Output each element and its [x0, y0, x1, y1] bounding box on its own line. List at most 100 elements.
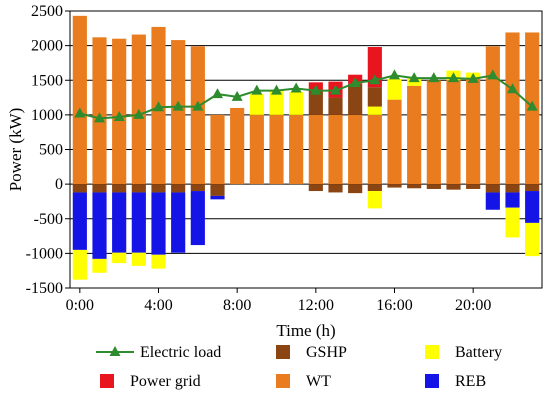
legend: Electric load GSHP Battery Power grid WT REB — [96, 344, 502, 390]
bar-battery_neg — [72, 249, 87, 280]
bar-gshp_neg — [485, 184, 500, 193]
legend-item-gshp: GSHP — [276, 344, 347, 361]
bar-gshp_neg — [328, 184, 343, 193]
bar-gshp_neg — [387, 184, 402, 188]
bar-battery — [387, 78, 402, 100]
x-tick-label: 8:00 — [223, 297, 251, 314]
bar-battery_neg — [367, 191, 382, 209]
load-point — [310, 84, 322, 95]
y-tick-label: 1500 — [31, 72, 63, 89]
bar-gshp_neg — [446, 184, 461, 190]
bar-wt — [230, 107, 245, 185]
bar-reb — [525, 191, 540, 223]
bar-gshp_neg — [407, 184, 422, 189]
bar-reb — [92, 192, 107, 259]
legend-label: GSHP — [306, 344, 347, 361]
legend-item-grid: Power grid — [100, 373, 201, 390]
bar-wt — [308, 114, 323, 185]
load-point — [507, 83, 518, 94]
bar-wt — [348, 114, 363, 185]
bar-gshp_neg — [171, 184, 186, 193]
load-point — [448, 72, 459, 83]
y-tick-label: -1500 — [26, 280, 63, 297]
y-tick-label: 2500 — [31, 3, 63, 20]
legend-label: WT — [306, 373, 331, 390]
bar-gshp_neg — [308, 184, 323, 192]
y-axis-ticks: -1500 -1000 -500 0 500 1000 1500 2000 2500 — [26, 3, 70, 297]
bar-reb — [485, 192, 500, 210]
bar-wt — [466, 78, 481, 185]
bar-reb — [151, 192, 166, 255]
load-point — [74, 107, 86, 118]
y-tick-label: 500 — [39, 142, 63, 159]
legend-marker — [109, 346, 121, 356]
x-tick-label: 4:00 — [144, 297, 172, 314]
x-tick-label: 20:00 — [455, 297, 491, 314]
load-point — [526, 100, 538, 111]
x-tick-label: 16:00 — [376, 297, 412, 314]
legend-swatch — [425, 374, 439, 388]
load-line — [74, 69, 538, 123]
bar-wt — [92, 37, 107, 185]
bar-battery_neg — [151, 254, 166, 269]
bar-gshp — [308, 90, 323, 115]
bar-battery — [269, 89, 284, 115]
bar-reb — [505, 192, 520, 208]
load-point — [231, 90, 243, 101]
bar-wt — [446, 80, 461, 185]
bar-battery — [249, 94, 264, 115]
legend-label: REB — [455, 373, 486, 390]
bar-reb — [171, 192, 186, 253]
bar-gshp_neg — [367, 184, 382, 192]
y-tick-label: 1000 — [31, 107, 63, 124]
bar-gshp_neg — [131, 184, 146, 193]
load-series-line — [79, 74, 533, 120]
bar-wt — [328, 114, 343, 185]
x-axis-ticks: 0:00 4:00 8:00 12:00 16:00 20:00 — [66, 288, 491, 314]
bar-wt — [190, 46, 205, 185]
bar-grid — [367, 47, 382, 88]
load-point — [133, 108, 145, 119]
legend-swatch — [425, 345, 439, 359]
bar-gshp_neg — [72, 184, 87, 193]
y-tick-label: -500 — [34, 211, 63, 228]
bar-gshp_neg — [210, 184, 225, 196]
bar-battery_neg — [525, 222, 540, 257]
load-point — [172, 100, 184, 111]
bar-reb — [210, 195, 225, 200]
bar-wt — [367, 114, 382, 185]
load-point — [94, 112, 105, 123]
bar-wt — [171, 40, 186, 185]
load-point — [251, 84, 263, 95]
bar-gshp_neg — [190, 184, 205, 192]
bar-battery_neg — [131, 252, 146, 266]
bar-battery_neg — [505, 207, 520, 238]
bar-reb — [112, 192, 127, 253]
legend-swatch — [276, 345, 290, 359]
bar-battery_neg — [92, 258, 107, 273]
bar-wt — [269, 114, 284, 185]
bar-gshp — [328, 97, 343, 115]
y-axis-title: Power (kW) — [6, 108, 25, 192]
bar-wt — [289, 114, 304, 185]
bar-reb — [190, 191, 205, 246]
bar-gshp_neg — [426, 184, 441, 189]
bar-wt — [407, 85, 422, 185]
bar-gshp_neg — [505, 184, 520, 193]
x-tick-label: 0:00 — [66, 297, 94, 314]
load-point — [212, 88, 223, 99]
bar-gshp_neg — [151, 184, 166, 193]
load-point — [290, 82, 302, 93]
bar-wt — [485, 46, 500, 185]
load-point — [349, 77, 361, 88]
bar-wt — [72, 15, 87, 185]
bar-gshp — [348, 83, 363, 115]
bar-reb — [131, 192, 146, 253]
bar-wt — [387, 99, 402, 185]
bar-gshp_neg — [466, 184, 481, 189]
legend-item-battery: Battery — [425, 344, 502, 361]
load-point — [408, 72, 420, 83]
bar-wt — [249, 114, 264, 185]
bar-gshp_neg — [112, 184, 127, 193]
